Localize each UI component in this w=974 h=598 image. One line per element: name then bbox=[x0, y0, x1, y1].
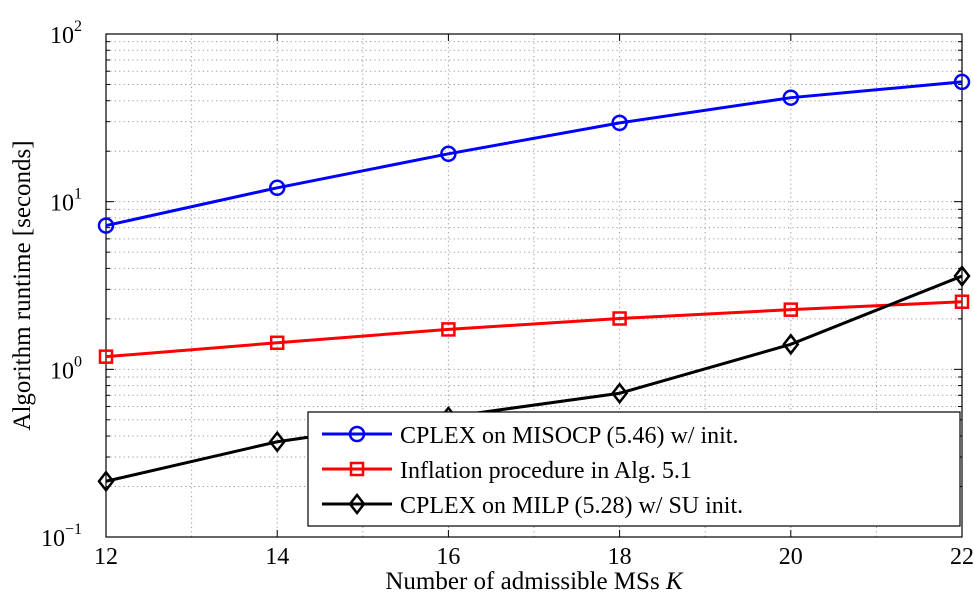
legend-label: Inflation procedure in Alg. 5.1 bbox=[400, 458, 692, 484]
data-point-circle bbox=[782, 89, 800, 106]
y-tick-label: 10−1 bbox=[41, 521, 82, 552]
data-point-circle bbox=[268, 179, 286, 197]
legend-label: CPLEX on MILP (5.28) w/ SU init. bbox=[400, 493, 743, 519]
data-point-square bbox=[612, 311, 627, 326]
data-point-square bbox=[441, 322, 456, 337]
x-tick-label: 16 bbox=[436, 544, 460, 570]
data-point-square bbox=[954, 294, 970, 309]
data-point-square bbox=[98, 349, 114, 364]
legend-box bbox=[307, 411, 961, 527]
series-line bbox=[105, 80, 963, 228]
y-tick-label: 102 bbox=[50, 18, 82, 49]
y-axis-label: Algorithm runtime [seconds] bbox=[9, 140, 36, 430]
data-point-circle bbox=[97, 217, 115, 234]
x-tick-label: 20 bbox=[779, 544, 803, 570]
data-point-diamond bbox=[268, 430, 286, 453]
y-tick-label: 100 bbox=[50, 353, 82, 384]
data-point-diamond bbox=[97, 470, 115, 493]
data-point-square bbox=[269, 335, 285, 351]
data-point-circle bbox=[953, 73, 971, 91]
data-point-diamond bbox=[953, 265, 971, 288]
x-tick-label: 14 bbox=[265, 544, 289, 570]
series-line bbox=[105, 274, 963, 483]
x-axis-label: Number of admissible MSs K bbox=[385, 568, 684, 595]
legend: CPLEX on MISOCP (5.46) w/ init. Inflation… bbox=[307, 411, 961, 527]
legend-entry-3: CPLEX on MILP (5.28) w/ SU init. bbox=[322, 492, 743, 519]
legend-label: CPLEX on MISOCP (5.46) w/ init. bbox=[400, 423, 738, 449]
data-point-diamond bbox=[611, 382, 629, 405]
series-2 bbox=[98, 294, 970, 364]
legend-entry-1: CPLEX on MISOCP (5.46) w/ init. bbox=[322, 423, 738, 449]
x-tick-label: 12 bbox=[94, 544, 118, 570]
data-point-circle bbox=[611, 114, 628, 132]
axis-ticks: 12 14 16 18 20 22 10−1 100 101 102 bbox=[41, 18, 974, 570]
y-tick-label: 101 bbox=[50, 186, 82, 217]
data-point-circle bbox=[348, 425, 366, 443]
legend-entry-2: Inflation procedure in Alg. 5.1 bbox=[322, 458, 692, 484]
data-point-square bbox=[349, 461, 365, 477]
data-point-circle bbox=[440, 145, 457, 163]
series-line bbox=[105, 300, 963, 359]
data-point-diamond bbox=[348, 492, 366, 516]
series-1 bbox=[97, 73, 971, 234]
data-point-diamond bbox=[782, 333, 800, 356]
x-tick-label: 22 bbox=[950, 544, 974, 570]
x-tick-label: 18 bbox=[608, 544, 632, 570]
data-point-square bbox=[783, 302, 799, 317]
series-layer bbox=[97, 73, 971, 493]
